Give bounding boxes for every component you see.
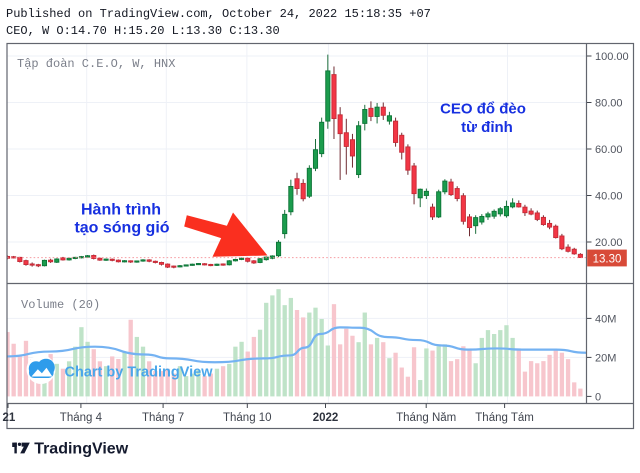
svg-text:2022: 2022	[313, 412, 339, 424]
svg-text:40M: 40M	[595, 313, 616, 325]
svg-text:CEO đổ đèo: CEO đổ đèo	[440, 101, 526, 118]
svg-text:Volume (20): Volume (20)	[21, 298, 100, 312]
svg-text:80.00: 80.00	[595, 98, 623, 110]
svg-text:0: 0	[595, 391, 601, 403]
svg-text:100.00: 100.00	[595, 51, 629, 63]
svg-text:Tháng Năm: Tháng Năm	[396, 412, 456, 424]
svg-text:20M: 20M	[595, 352, 616, 364]
svg-text:TradingView: TradingView	[34, 441, 129, 458]
svg-text:20.00: 20.00	[595, 237, 623, 249]
svg-text:Tập đoàn C.E.O, W, HNX: Tập đoàn C.E.O, W, HNX	[17, 57, 175, 71]
svg-text:13.30: 13.30	[593, 253, 622, 265]
svg-text:Tháng 10: Tháng 10	[223, 412, 272, 424]
svg-text:Tháng 4: Tháng 4	[60, 412, 103, 424]
svg-text:Hành trình: Hành trình	[81, 202, 161, 219]
svg-text:tạo sóng gió: tạo sóng gió	[74, 220, 169, 237]
svg-text:Tháng 7: Tháng 7	[142, 412, 184, 424]
svg-text:từ đỉnh: từ đỉnh	[461, 119, 513, 136]
svg-text:60.00: 60.00	[595, 144, 623, 156]
svg-text:Chart by TradingView: Chart by TradingView	[65, 365, 214, 381]
svg-text:Tháng Tám: Tháng Tám	[475, 412, 534, 424]
svg-text:21: 21	[3, 412, 16, 424]
svg-text:40.00: 40.00	[595, 191, 623, 203]
